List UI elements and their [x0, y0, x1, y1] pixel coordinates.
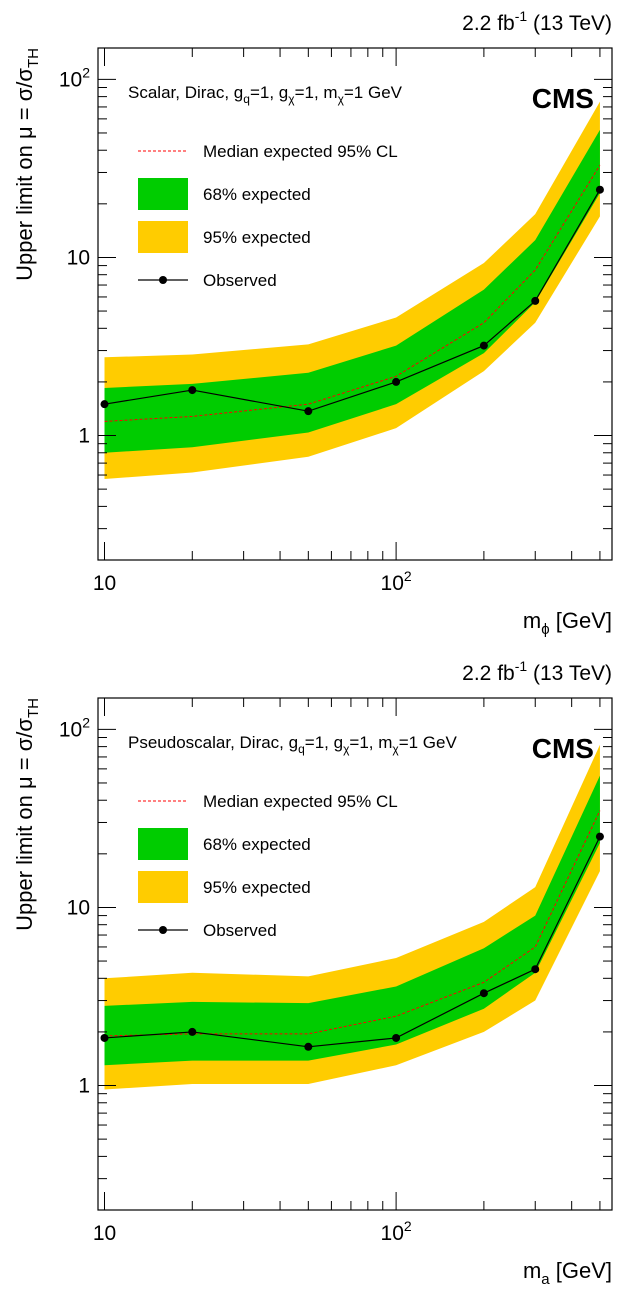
x-axis-title: mϕ [GeV]: [523, 608, 612, 638]
y-tick-label: 10: [67, 896, 90, 919]
legend-95-label: 95% expected: [203, 878, 311, 897]
observed-point: [100, 400, 109, 409]
band-68-expected: [104, 129, 600, 453]
legend-68-label: 68% expected: [203, 835, 311, 854]
legend-observed-marker: [159, 276, 167, 284]
y-axis-title: Upper limit on μ = σ/σTH: [12, 48, 42, 281]
observed-point: [595, 832, 604, 841]
median-expected-line: [104, 164, 601, 422]
observed-point: [392, 377, 401, 386]
observed-point: [531, 965, 540, 974]
legend-95-swatch: [138, 221, 188, 253]
y-tick-label: 1: [78, 425, 90, 448]
y-tick-label: 1: [78, 1075, 90, 1098]
legend-68-label: 68% expected: [203, 185, 311, 204]
legend-95-swatch: [138, 871, 188, 903]
observed-point: [531, 296, 540, 305]
y-tick-label: 10: [67, 246, 90, 269]
legend-68-swatch: [138, 178, 188, 210]
lumi-label: 2.2 fb-1 (13 TeV): [462, 8, 612, 35]
observed-point: [100, 1033, 109, 1042]
experiment-label: CMS: [532, 83, 594, 114]
observed-point: [304, 1042, 313, 1051]
observed-point: [304, 407, 313, 416]
legend-68-swatch: [138, 828, 188, 860]
y-tick-label: 102: [59, 64, 90, 91]
x-tick-label: 10: [93, 1222, 116, 1245]
legend-median-label: Median expected 95% CL: [203, 142, 398, 161]
x-tick-label: 10: [93, 572, 116, 595]
chart-scalar: 10 102 1 10 102 mϕ [GeV] Upper limit on μ = σ/…: [12, 8, 613, 638]
observed-point: [595, 185, 604, 194]
observed-point: [188, 1027, 197, 1036]
plot-frame: [97, 697, 613, 1211]
legend-observed-label: Observed: [203, 271, 277, 290]
legend-95-label: 95% expected: [203, 228, 311, 247]
legend-observed-marker: [159, 926, 167, 934]
plot-frame: [97, 47, 613, 561]
observed-point: [479, 989, 488, 998]
observed-point: [392, 1033, 401, 1042]
legend-observed-label: Observed: [203, 921, 277, 940]
lumi-label: 2.2 fb-1 (13 TeV): [462, 658, 612, 685]
model-label: Scalar, Dirac, gq=1, gχ=1, mχ=1 GeV: [128, 83, 403, 106]
y-tick-label: 102: [59, 714, 90, 741]
x-axis-title: ma [GeV]: [523, 1258, 612, 1288]
legend-median-label: Median expected 95% CL: [203, 792, 398, 811]
x-tick-label: 102: [381, 1218, 412, 1245]
experiment-label: CMS: [532, 733, 594, 764]
model-label: Pseudoscalar, Dirac, gq=1, gχ=1, mχ=1 Ge…: [128, 733, 457, 756]
observed-point: [479, 341, 488, 350]
x-tick-label: 102: [381, 568, 412, 595]
band-68-expected: [104, 775, 600, 1066]
observed-point: [188, 386, 197, 395]
y-axis-title: Upper limit on μ = σ/σTH: [12, 698, 42, 931]
chart-pseudoscalar: 10 102 1 10 102 ma [GeV] Upper limit on μ = σ/…: [12, 658, 613, 1288]
